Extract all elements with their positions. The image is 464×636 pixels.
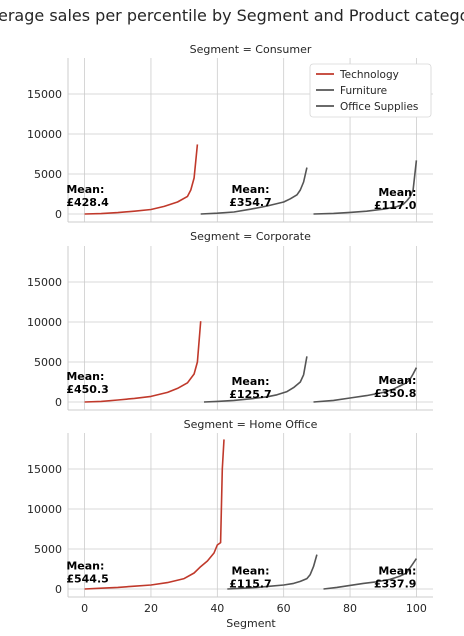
mean-annotation-label: Mean:: [231, 183, 269, 196]
y-tick-label: 5000: [34, 543, 62, 556]
mean-annotation-label: Mean:: [231, 564, 269, 577]
series-line: [227, 554, 318, 590]
facet-panel: Segment = Consumer050001000015000Mean:£4…: [27, 43, 433, 223]
legend-label: Technology: [339, 69, 399, 81]
series-line: [323, 558, 418, 590]
legend-label: Furniture: [340, 85, 387, 97]
mean-annotation-value: £337.9: [374, 577, 416, 590]
mean-annotation-value: £125.7: [229, 388, 271, 401]
y-tick-label: 10000: [27, 503, 62, 516]
facet-panel: Segment = Home Office 0 5000 10000 15000 0 20 4…: [27, 418, 433, 615]
mean-annotation-label: Mean:: [66, 370, 104, 383]
x-tick-label: 100: [406, 602, 427, 615]
series-line: [84, 144, 199, 215]
x-tick-label: 0: [81, 602, 88, 615]
y-tick-label: 0: [55, 583, 62, 596]
x-tick-label: 40: [210, 602, 224, 615]
mean-annotation-label: Mean:: [378, 374, 416, 387]
y-tick-label: 0: [55, 208, 62, 221]
y-tick-label: 5000: [34, 356, 62, 369]
x-tick-label: 80: [343, 602, 357, 615]
y-tick-label: 15000: [27, 276, 62, 289]
mean-annotation-value: £354.7: [229, 196, 271, 209]
x-tick-label: 20: [144, 602, 158, 615]
x-tick-label: 60: [277, 602, 291, 615]
legend: Technology Furniture Office Supplies: [309, 63, 432, 118]
mean-annotation-value: £350.8: [374, 387, 416, 400]
mean-annotation-value: £117.0: [374, 199, 417, 212]
facet-title: Segment = Consumer: [190, 43, 312, 56]
y-tick-label: 10000: [27, 316, 62, 329]
series-line: [84, 321, 202, 403]
facet-panel: Segment = Corporate050001000015000Mean:£…: [27, 230, 433, 411]
mean-annotation-label: Mean:: [66, 183, 104, 196]
mean-annotation-value: £428.4: [66, 196, 109, 209]
mean-annotation-value: £544.5: [66, 573, 108, 586]
series-line: [313, 160, 418, 215]
mean-annotation-label: Mean:: [378, 564, 416, 577]
mean-annotation-value: £450.3: [66, 383, 108, 396]
facet-panels: Segment = Consumer050001000015000Mean:£4…: [27, 43, 433, 615]
mean-annotation-label: Mean:: [378, 186, 416, 199]
y-tick-label: 5000: [34, 168, 62, 181]
chart-title: Average sales per percentile by Segment …: [0, 6, 464, 25]
y-tick-label: 10000: [27, 128, 62, 141]
y-tick-label: 0: [55, 396, 62, 409]
series-line: [84, 439, 225, 590]
y-tick-label: 15000: [27, 463, 62, 476]
series-line: [203, 356, 308, 403]
mean-annotation-label: Mean:: [231, 375, 269, 388]
facet-title: Segment = Home Office: [184, 418, 318, 431]
legend-label: Office Supplies: [340, 101, 418, 113]
y-tick-label: 15000: [27, 88, 62, 101]
series-line: [313, 367, 418, 403]
x-axis-label: Segment: [226, 617, 276, 630]
mean-annotation-label: Mean:: [66, 560, 104, 573]
legend-box: [309, 63, 432, 118]
facet-title: Segment = Corporate: [190, 230, 311, 243]
series-line: [200, 167, 308, 215]
mean-annotation-value: £115.7: [229, 577, 271, 590]
